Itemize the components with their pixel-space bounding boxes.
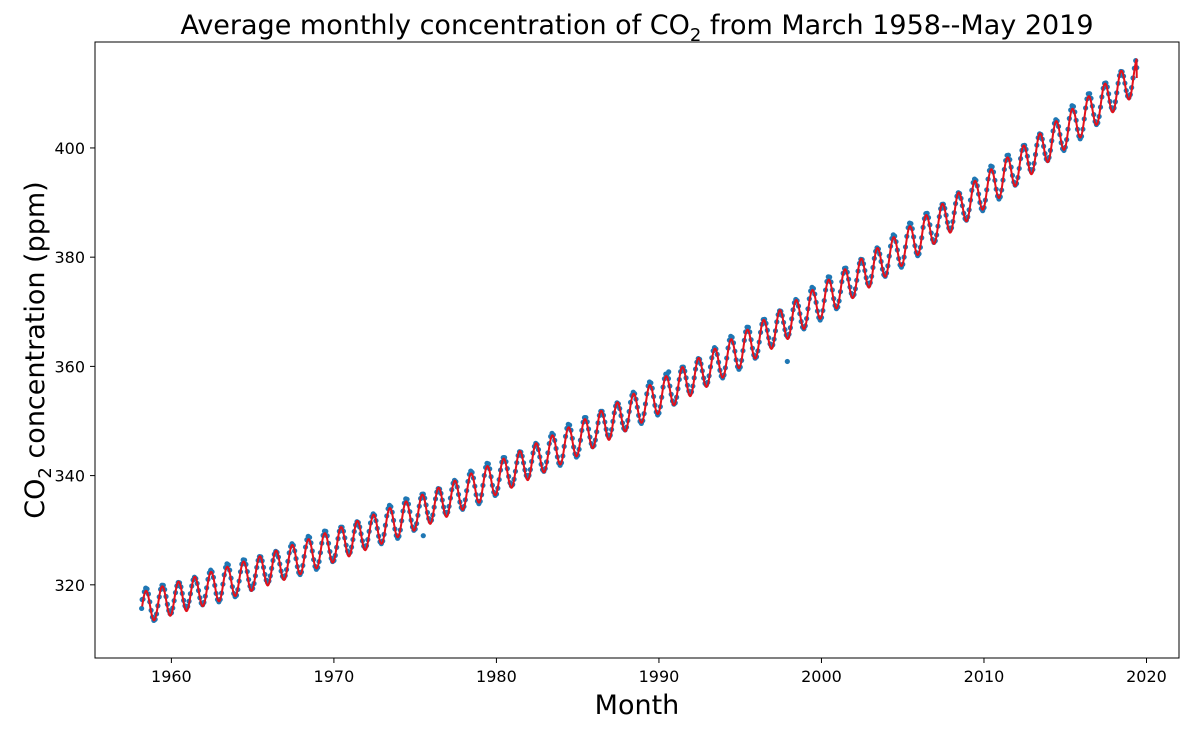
- chart-title-subscript: 2: [690, 25, 701, 46]
- y-tick-label: 400: [54, 139, 85, 158]
- x-axis-title: Month: [595, 690, 680, 721]
- x-axis: 1960 1970 1980 1990 2000 2010 2020: [151, 658, 1167, 686]
- x-tick-label: 2000: [801, 667, 842, 686]
- y-tick-label: 380: [54, 248, 85, 267]
- y-tick-label: 340: [54, 467, 85, 486]
- y-axis: 320 340 360 380 400: [54, 139, 95, 595]
- data-point: [827, 274, 833, 280]
- chart-title: Average monthly concentration of CO2 fro…: [180, 10, 1093, 46]
- data-point: [666, 369, 672, 375]
- y-axis-title-subscript: 2: [35, 467, 56, 478]
- data-point: [420, 533, 426, 539]
- fit-line-layer: [141, 58, 1138, 622]
- x-tick-label: 2010: [964, 667, 1005, 686]
- x-tick-label: 1960: [151, 667, 192, 686]
- data-point: [1087, 91, 1093, 97]
- y-axis-title: CO2 concentration (ppm): [20, 181, 56, 518]
- data-point: [784, 358, 790, 365]
- data-point: [989, 164, 995, 170]
- x-tick-label: 1970: [314, 667, 355, 686]
- data-point: [908, 221, 914, 227]
- x-tick-label: 1990: [639, 667, 680, 686]
- data-point: [485, 461, 491, 467]
- data-point: [745, 324, 751, 330]
- x-tick-label: 1980: [476, 667, 517, 686]
- y-tick-label: 360: [54, 357, 85, 376]
- y-tick-label: 320: [54, 576, 85, 595]
- data-point: [567, 422, 573, 428]
- data-point: [1070, 103, 1077, 110]
- data-point: [139, 605, 145, 612]
- fit-line: [141, 58, 1138, 622]
- x-tick-label: 2020: [1126, 667, 1167, 686]
